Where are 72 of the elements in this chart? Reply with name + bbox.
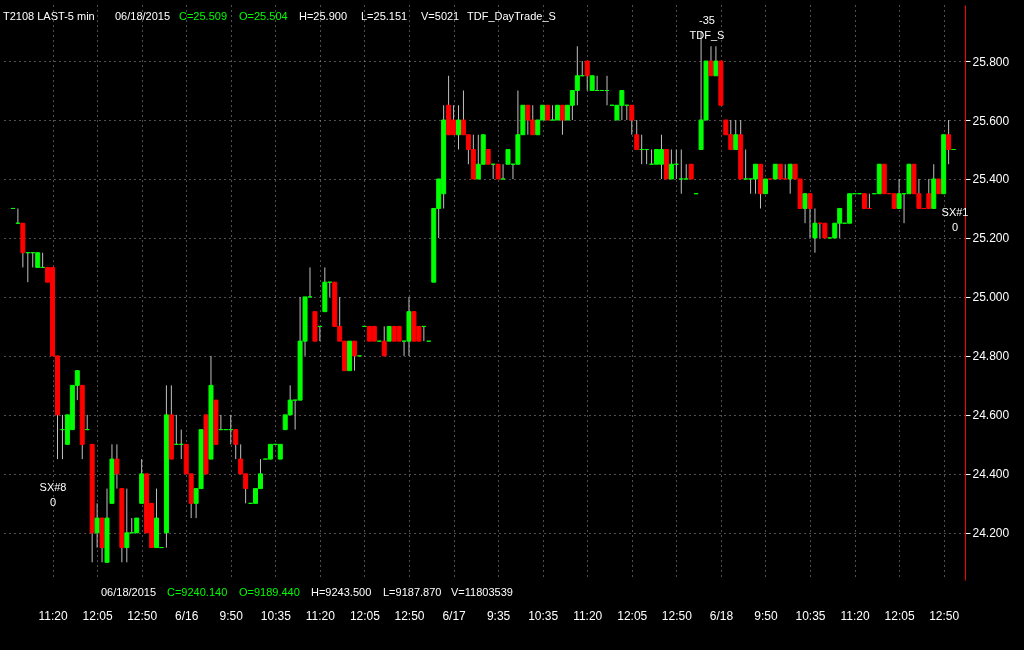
- x-tick-label: 6/16: [175, 608, 199, 623]
- candlestick: [733, 119, 739, 150]
- candlestick: [525, 104, 531, 136]
- x-tick-label: 11:20: [305, 608, 336, 623]
- annotation: 06/18/2015: [115, 10, 171, 22]
- candlestick: [753, 163, 759, 195]
- y-tick-label: 24.600: [972, 408, 1010, 423]
- annotation: -35: [699, 14, 715, 26]
- text: O=9189.440: [239, 586, 300, 598]
- text: V=11803539: [451, 586, 513, 598]
- candlestick: [713, 45, 719, 77]
- x-tick-label: 9:50: [754, 608, 778, 623]
- candlestick: [946, 119, 952, 165]
- annotation: TDF_S: [689, 29, 725, 41]
- text: 06/18/2015: [101, 586, 157, 598]
- candlestick: [743, 148, 749, 180]
- annotation: H=25.900: [299, 10, 348, 22]
- annotation: L=25.151: [361, 10, 408, 22]
- candlestick: [381, 325, 387, 357]
- candlestick: [926, 178, 932, 209]
- x-tick-label: 10:35: [795, 608, 826, 623]
- annotation: SX#8: [39, 481, 67, 493]
- y-tick-label: 24.800: [972, 349, 1010, 364]
- candlestick: [233, 429, 239, 460]
- x-tick-label: 12:50: [127, 608, 158, 623]
- annotation: O=25.504: [239, 10, 288, 22]
- annotation: 0: [951, 221, 959, 233]
- y-tick-label: 25.200: [972, 231, 1010, 246]
- candlestick: [782, 163, 788, 180]
- candlestick: [812, 207, 818, 254]
- x-tick-label: 9:35: [486, 608, 511, 623]
- candlestick: [678, 148, 684, 195]
- y-tick-label: 24.400: [972, 467, 1010, 482]
- y-tick-label: 25.400: [972, 172, 1010, 187]
- candlestick: [668, 148, 674, 180]
- annotation: 0: [49, 496, 57, 508]
- candlestick: [94, 502, 100, 549]
- x-tick-label: 10:35: [260, 608, 292, 623]
- x-tick-label: 6/17: [442, 608, 467, 623]
- x-tick-label: 12:05: [884, 608, 915, 623]
- x-tick-label: 11:20: [38, 608, 68, 623]
- x-tick-label: 11:20: [573, 608, 603, 623]
- candlestick: [708, 45, 714, 77]
- x-tick-label: 12:50: [394, 608, 425, 623]
- text: H=9243.500: [311, 586, 372, 598]
- x-tick-label: 12:05: [349, 608, 381, 623]
- candlestick: [683, 163, 689, 180]
- candlestick: [634, 119, 640, 150]
- y-tick-label: 24.200: [972, 526, 1010, 541]
- annotation: TDF_DayTrade_S: [467, 10, 556, 22]
- text: L=9187.870: [383, 586, 442, 598]
- annotation: C=25.509: [179, 10, 228, 22]
- chart-title: T2108 LAST-5 min: [3, 10, 95, 22]
- x-tick-label: 12:50: [929, 608, 960, 623]
- candlestick: [584, 60, 590, 92]
- annotation: V=5021: [421, 10, 460, 22]
- candlestick: [456, 104, 461, 150]
- candlestick: [629, 104, 635, 136]
- text: C=9240.140: [167, 586, 228, 598]
- candlestick: [574, 45, 580, 106]
- candlestick: [802, 193, 808, 224]
- x-tick-label: 12:50: [661, 608, 693, 623]
- x-tick-label: 10:35: [528, 608, 559, 623]
- y-tick-label: 25.600: [972, 113, 1010, 128]
- x-tick-label: 9:50: [219, 608, 244, 623]
- x-tick-label: 12:05: [82, 608, 113, 623]
- y-tick-label: 25.000: [972, 290, 1010, 305]
- y-tick-label: 25.800: [972, 54, 1010, 69]
- x-tick-label: 11:20: [840, 608, 870, 623]
- candlestick: [124, 488, 130, 563]
- x-tick-label: 6/18: [709, 608, 734, 623]
- x-tick-label: 12:05: [617, 608, 648, 623]
